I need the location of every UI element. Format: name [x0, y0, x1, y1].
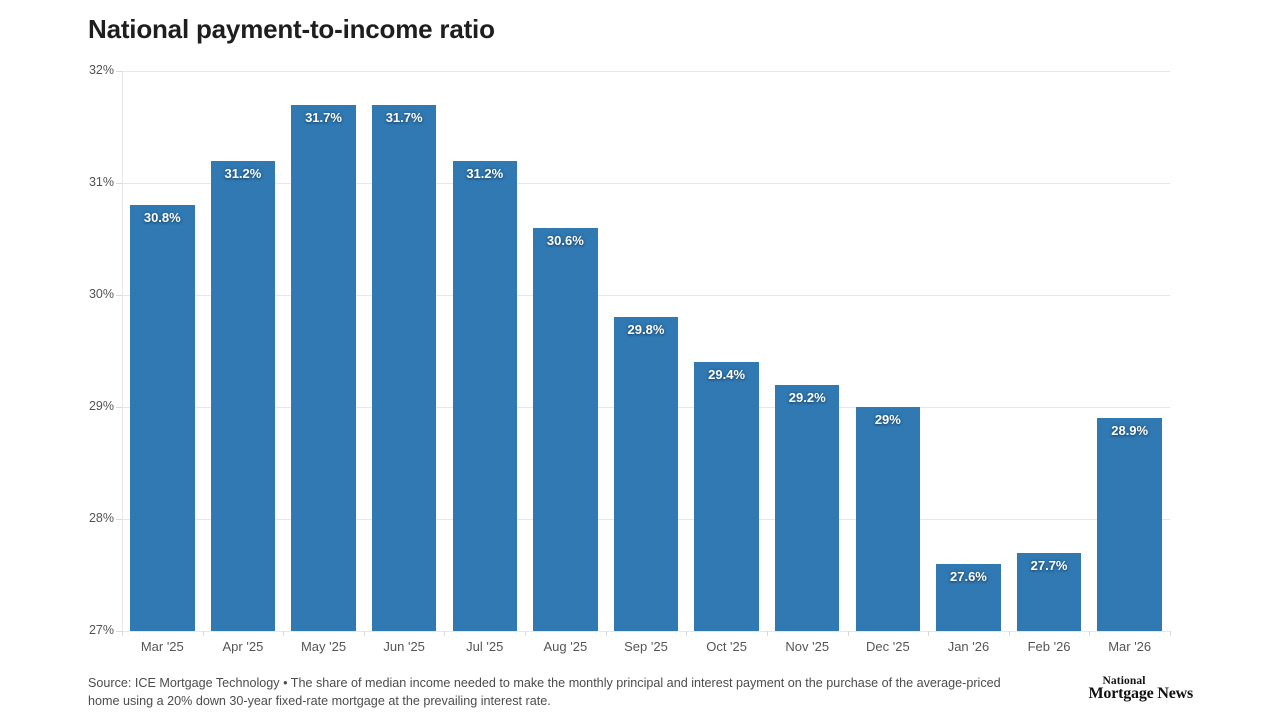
y-axis-tick: [116, 71, 122, 72]
x-axis-tick: [605, 631, 607, 636]
bar-value-label: 27.7%: [1030, 557, 1068, 573]
bar-value-label: 30.8%: [143, 210, 181, 226]
y-axis-tick: [116, 183, 122, 184]
bar-value-label: 28.9%: [1111, 423, 1149, 439]
y-axis-label: 31%: [88, 175, 114, 189]
x-axis-label: Jul '25: [466, 639, 504, 654]
y-axis-tick: [116, 519, 122, 520]
x-axis-tick: [847, 631, 849, 636]
plot-area: 32% 31% 30% 29% 28% 27% 30.8% Mar '25 31.2% Apr '…: [89, 63, 1171, 654]
bar-sep25: 29.8%: [613, 317, 679, 631]
x-axis-label: Aug '25: [543, 639, 588, 654]
y-axis-line: [122, 71, 123, 631]
x-axis-tick: [1170, 631, 1171, 636]
bar-value-label: 29.8%: [627, 322, 665, 338]
y-axis-label: 29%: [88, 399, 114, 413]
x-axis-tick: [444, 631, 446, 636]
x-axis-label: Mar '26: [1108, 639, 1152, 654]
x-axis-tick: [525, 631, 527, 636]
bar-feb26: 27.7%: [1016, 552, 1082, 631]
grid-line: [122, 295, 1170, 296]
x-axis-label: Jan '26: [947, 639, 990, 654]
x-axis-tick: [1089, 631, 1091, 636]
bar-oct25: 29.4%: [694, 362, 759, 631]
source-note: Source: ICE Mortgage Technology • The sh…: [88, 675, 1070, 710]
grid-line: [122, 183, 1170, 184]
x-axis-tick: [363, 631, 365, 636]
bar-value-label: 30.6%: [546, 232, 584, 248]
bar-mar26: 28.9%: [1097, 418, 1162, 631]
x-axis-label: Apr '25: [222, 639, 264, 654]
x-axis-tick: [766, 631, 768, 636]
grid-line: [122, 631, 1170, 632]
x-axis-tick: [283, 631, 285, 636]
bar-apr25: 31.2%: [210, 160, 276, 631]
chart-title: National payment-to-income ratio: [88, 14, 495, 44]
bar-value-label: 31.7%: [385, 109, 423, 125]
bar-jun25: 31.7%: [371, 104, 437, 631]
bar-mar25: 30.8%: [130, 205, 195, 631]
x-axis-tick: [1008, 631, 1010, 636]
bar-dec25: 29%: [855, 407, 921, 631]
publisher-logo-line1: National: [1102, 675, 1146, 687]
bar-value-label: 29.4%: [708, 367, 746, 383]
bar-value-label: 31.7%: [305, 109, 342, 125]
x-axis-label: Sep '25: [624, 639, 668, 654]
x-axis-tick: [202, 631, 204, 636]
x-axis-tick: [686, 631, 688, 636]
x-axis-label: Feb '26: [1027, 639, 1071, 654]
x-axis-label: Jun '25: [383, 639, 425, 654]
x-axis-label: Dec '25: [866, 639, 910, 654]
x-axis-tick: [928, 631, 930, 636]
x-axis-label: Mar '25: [140, 639, 184, 654]
bar-value-label: 31.2%: [224, 165, 262, 181]
x-axis-tick: [122, 631, 123, 636]
bar-value-label: 31.2%: [466, 165, 504, 181]
bar-jan26: 27.6%: [936, 563, 1001, 631]
bar-nov25: 29.2%: [774, 384, 840, 631]
bar-value-label: 29%: [874, 412, 901, 427]
y-axis-tick: [116, 631, 122, 632]
publisher-logo: National Mortgage News: [1088, 675, 1194, 702]
bar-value-label: 27.6%: [950, 568, 987, 584]
x-axis-label: Oct '25: [706, 639, 747, 654]
y-axis-label: 32%: [88, 63, 114, 77]
bar-may25: 31.7%: [291, 104, 356, 631]
y-axis-label: 27%: [88, 623, 114, 637]
source-note-line1: Source: ICE Mortgage Technology • The sh…: [88, 676, 1001, 690]
source-note-line2: home using a 20% down 30-year fixed-rate…: [88, 693, 551, 708]
bar-aug25: 30.6%: [533, 227, 598, 631]
x-axis-label: Nov '25: [785, 639, 830, 654]
bar-jul25: 31.2%: [452, 160, 517, 631]
y-axis-tick: [116, 407, 122, 408]
grid-line: [122, 71, 1170, 72]
y-axis-label: 30%: [88, 287, 114, 301]
x-axis-label: May '25: [300, 639, 347, 654]
y-axis-label: 28%: [88, 511, 114, 525]
publisher-logo-line2: Mortgage News: [1088, 685, 1194, 702]
bar-value-label: 29.2%: [788, 389, 826, 405]
y-axis-tick: [116, 295, 122, 296]
